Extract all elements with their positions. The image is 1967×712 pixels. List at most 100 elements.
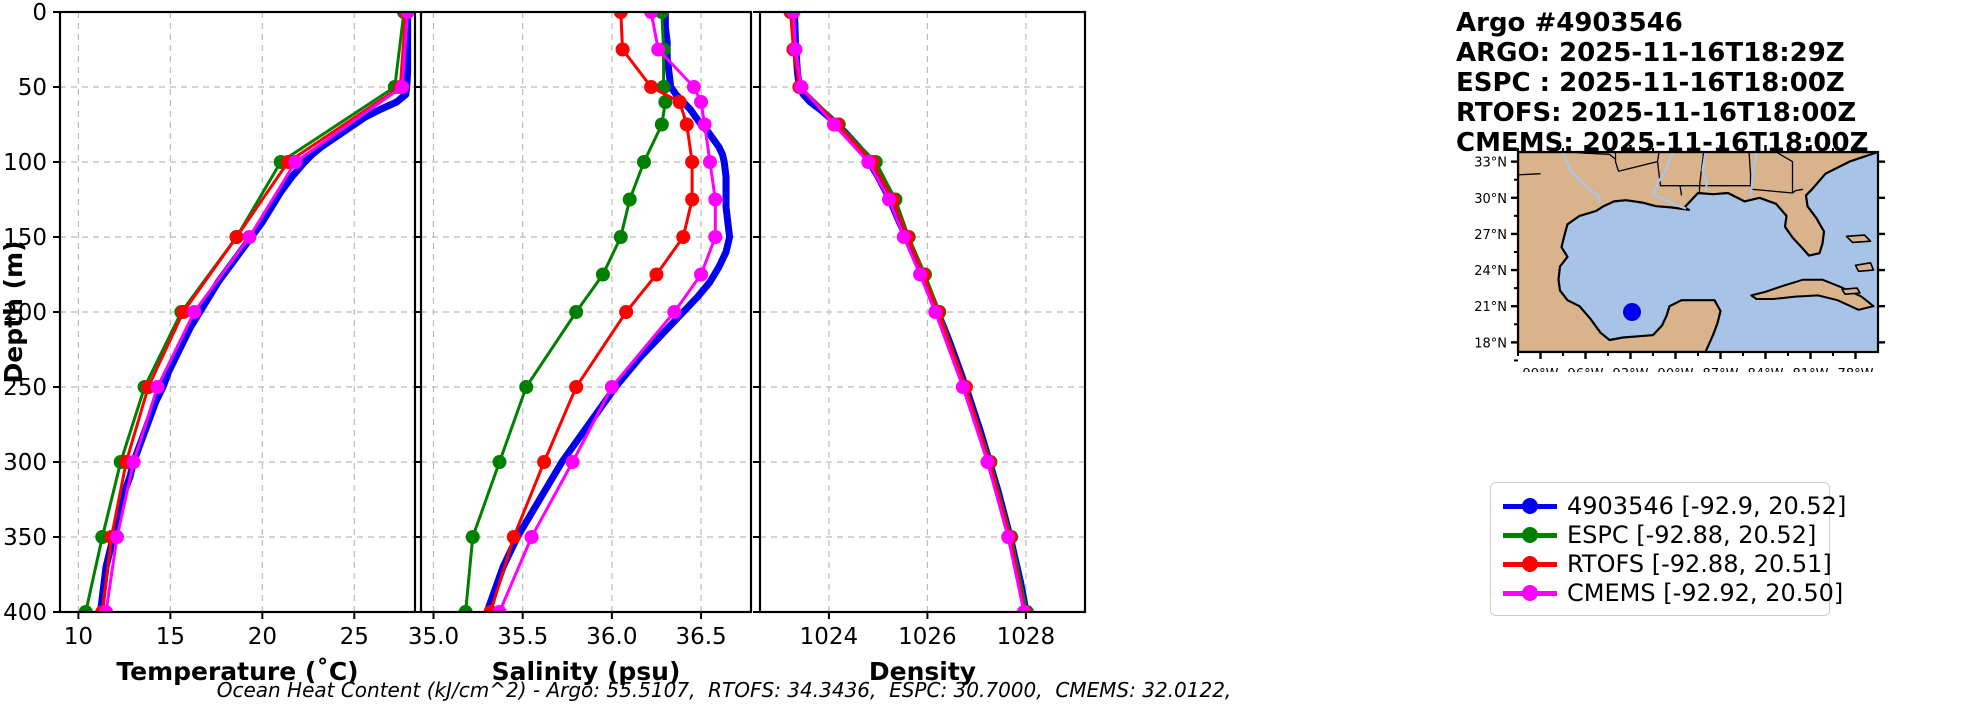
legend-swatch-espc xyxy=(1503,524,1557,546)
series-marker xyxy=(654,117,669,132)
series-marker xyxy=(400,12,415,19)
series-marker xyxy=(788,42,803,57)
xtick-label: 1026 xyxy=(898,624,957,650)
map-lat-label: 30°N xyxy=(1474,192,1507,207)
ytick-label: 150 xyxy=(3,225,47,251)
series-marker xyxy=(569,305,584,319)
series-marker xyxy=(685,192,700,207)
map-state-border xyxy=(1656,161,1683,196)
series-group xyxy=(458,12,734,612)
header-line-argo-time: ARGO: 2025-11-16T18:29Z xyxy=(1456,38,1845,68)
map-river xyxy=(1561,152,1602,204)
xtick-label: 25 xyxy=(340,624,369,650)
series-marker xyxy=(651,42,666,57)
xaxis-label-density: Density xyxy=(869,657,976,686)
ytick-label: 50 xyxy=(18,75,47,101)
series-marker xyxy=(667,305,682,319)
map-lon-label: 96°W xyxy=(1568,367,1604,372)
xtick-label: 1028 xyxy=(997,624,1056,650)
series-marker xyxy=(649,267,664,282)
series-marker xyxy=(896,230,911,244)
legend-label: RTOFS [-92.88, 20.51] xyxy=(1567,549,1832,578)
series-marker xyxy=(644,12,659,19)
map-lat-label: 33°N xyxy=(1474,156,1507,171)
series-marker xyxy=(492,455,507,469)
header-line-espc-time: ESPC : 2025-11-16T18:00Z xyxy=(1456,68,1845,98)
legend-swatch-rtofs xyxy=(1503,553,1557,575)
series-marker xyxy=(622,192,637,207)
map-state-border xyxy=(1614,152,1620,172)
series-marker xyxy=(176,305,191,319)
panel-salinity: 35.0 35.5 36.0 36.5 Salinity (psu) xyxy=(408,10,753,686)
map-lat-label: 18°N xyxy=(1474,336,1507,351)
series-marker xyxy=(537,455,552,469)
series-marker xyxy=(679,117,694,132)
map-lat-label: 24°N xyxy=(1474,264,1507,279)
series-marker xyxy=(506,530,521,544)
series-marker xyxy=(150,380,165,394)
legend-dot xyxy=(1522,584,1538,601)
map-lat-label: 21°N xyxy=(1474,300,1507,315)
series-marker xyxy=(565,455,580,469)
ytick-label: 0 xyxy=(32,0,47,26)
series-marker xyxy=(882,192,897,207)
series-marker xyxy=(524,530,539,544)
ytick-label: 400 xyxy=(3,600,47,626)
series-marker xyxy=(708,192,723,207)
map-cuba xyxy=(1750,278,1875,311)
xtick-label: 35.5 xyxy=(497,624,548,650)
profile-plots: 10 15 20 25050100150200250300350400Temperat… xyxy=(0,0,1087,686)
legend-item-espc[interactable]: ESPC [-92.88, 20.52] xyxy=(1503,520,1817,549)
series-marker xyxy=(694,95,709,109)
series-marker xyxy=(519,380,534,394)
location-map: 33°N 30°N 27°N 24°N 21°N 18°N 99°W 96°W 93°W 90°W… xyxy=(1456,142,1896,382)
map-float-marker xyxy=(1623,303,1641,321)
series-marker xyxy=(395,80,410,94)
legend-label: ESPC [-92.88, 20.52] xyxy=(1567,520,1817,549)
legend-item-argo[interactable]: 4903546 [-92.9, 20.52] xyxy=(1503,491,1846,520)
legend-dot xyxy=(1522,497,1538,514)
map-bahamas-2 xyxy=(1854,262,1875,273)
ytick-label: 100 xyxy=(3,150,47,176)
legend-item-cmems[interactable]: CMEMS [-92.92, 20.50] xyxy=(1503,578,1843,607)
xtick-label: 35.0 xyxy=(408,624,459,650)
xaxis-label-salinity: Salinity (psu) xyxy=(492,657,681,686)
map-state-border xyxy=(1699,152,1752,187)
legend-dot xyxy=(1522,555,1538,572)
legend-item-rtofs[interactable]: RTOFS [-92.88, 20.51] xyxy=(1503,549,1832,578)
series-marker xyxy=(794,80,809,94)
series-marker xyxy=(595,267,610,282)
series-marker xyxy=(654,12,669,19)
series-marker xyxy=(465,530,480,544)
series-marker xyxy=(658,95,673,109)
map-geography xyxy=(1518,152,1878,352)
map-lon-label: 87°W xyxy=(1703,367,1739,372)
header-line-argo-id: Argo #4903546 xyxy=(1456,8,1683,38)
series-marker xyxy=(913,267,928,282)
series-marker xyxy=(686,80,701,94)
legend-swatch-argo xyxy=(1503,495,1557,517)
series-marker xyxy=(636,155,651,169)
map-landmass xyxy=(1518,152,1878,352)
xtick-label: 36.0 xyxy=(586,624,637,650)
map-lat-label: 27°N xyxy=(1474,228,1507,243)
map-river xyxy=(1701,152,1709,191)
panel-density: 1024 1026 1028 Density xyxy=(753,10,1087,686)
series-marker xyxy=(492,605,507,612)
series-marker xyxy=(78,605,93,612)
map-river xyxy=(1651,152,1687,210)
ytick-label: 300 xyxy=(3,450,47,476)
series-marker xyxy=(288,155,303,169)
map-bahamas-1 xyxy=(1845,234,1872,244)
map-svg: 33°N 30°N 27°N 24°N 21°N 18°N 99°W 96°W 93°W 90°W… xyxy=(1474,145,1885,382)
series-marker xyxy=(672,95,687,109)
series-group xyxy=(78,12,415,612)
header-text-block: Argo #4903546 ARGO: 2025-11-16T18:29Z ES… xyxy=(1456,8,1868,158)
series-line-4903546 xyxy=(483,12,734,612)
series-marker xyxy=(229,230,244,244)
series-group xyxy=(783,12,1034,612)
right-column: Argo #4903546 ARGO: 2025-11-16T18:29Z ES… xyxy=(1448,0,1967,712)
series-marker xyxy=(98,605,113,612)
xaxis-label-temperature: Temperature (˚C) xyxy=(116,657,358,686)
